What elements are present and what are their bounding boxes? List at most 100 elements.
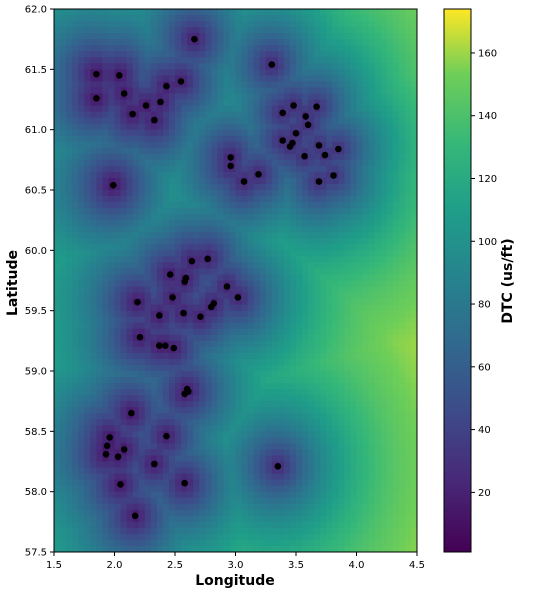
heatmap-cell bbox=[302, 232, 309, 239]
heatmap-cell bbox=[283, 165, 291, 173]
heatmap-cell bbox=[181, 202, 188, 209]
heatmap-cell bbox=[96, 352, 103, 360]
heatmap-cell bbox=[96, 322, 103, 330]
heatmap-cell bbox=[259, 467, 267, 475]
heatmap-cell bbox=[120, 177, 128, 185]
heatmap-cell bbox=[102, 117, 110, 125]
heatmap-cell bbox=[96, 503, 103, 511]
heatmap-cell bbox=[156, 286, 164, 294]
heatmap-cell bbox=[283, 93, 291, 101]
heatmap-cell bbox=[162, 473, 170, 481]
heatmap-cell bbox=[350, 419, 358, 426]
heatmap-cell bbox=[296, 220, 303, 227]
heatmap-cell bbox=[271, 135, 279, 143]
heatmap-cell bbox=[162, 401, 170, 408]
heatmap-cell bbox=[265, 153, 273, 161]
heatmap-cell bbox=[380, 196, 388, 203]
heatmap-cell bbox=[380, 93, 388, 101]
heatmap-cell bbox=[156, 159, 164, 167]
heatmap-cell bbox=[102, 27, 110, 34]
heatmap-cell bbox=[332, 515, 339, 523]
heatmap-cell bbox=[253, 274, 261, 282]
heatmap-cell bbox=[205, 527, 212, 535]
heatmap-cell bbox=[265, 57, 273, 64]
heatmap-cell bbox=[356, 129, 364, 137]
heatmap-cell bbox=[308, 220, 315, 227]
heatmap-cell bbox=[326, 141, 333, 149]
heatmap-cell bbox=[66, 75, 73, 82]
heatmap-cell bbox=[187, 358, 194, 366]
heatmap-cell bbox=[66, 304, 73, 312]
heatmap-cell bbox=[259, 141, 267, 149]
heatmap-cell bbox=[168, 371, 176, 378]
heatmap-cell bbox=[229, 99, 237, 107]
heatmap-cell bbox=[356, 117, 364, 125]
heatmap-cell bbox=[78, 135, 85, 143]
heatmap-cell bbox=[187, 401, 194, 408]
heatmap-cell bbox=[277, 346, 285, 354]
heatmap-cell bbox=[193, 159, 200, 167]
heatmap-cell bbox=[253, 292, 261, 300]
heatmap-cell bbox=[187, 431, 194, 438]
heatmap-cell bbox=[350, 75, 358, 82]
heatmap-cell bbox=[211, 334, 218, 342]
heatmap-cell bbox=[54, 389, 61, 396]
heatmap-cell bbox=[60, 274, 67, 282]
heatmap-cell bbox=[380, 527, 388, 535]
heatmap-cell bbox=[338, 401, 345, 408]
heatmap-cell bbox=[150, 473, 158, 481]
heatmap-cell bbox=[132, 262, 140, 270]
heatmap-cell bbox=[60, 497, 67, 505]
heatmap-cell bbox=[175, 425, 182, 432]
heatmap-cell bbox=[302, 310, 309, 318]
heatmap-cell bbox=[84, 256, 91, 263]
heatmap-cell bbox=[289, 27, 297, 34]
heatmap-cell bbox=[175, 171, 182, 179]
heatmap-cell bbox=[54, 135, 61, 143]
heatmap-cell bbox=[247, 316, 255, 324]
heatmap-cell bbox=[120, 226, 128, 233]
heatmap-cell bbox=[320, 443, 327, 451]
heatmap-cell bbox=[187, 33, 194, 40]
heatmap-cell bbox=[265, 491, 273, 499]
heatmap-cell bbox=[296, 485, 303, 493]
heatmap-cell bbox=[247, 9, 255, 16]
heatmap-cell bbox=[162, 479, 170, 487]
heatmap-cell bbox=[84, 111, 91, 119]
heatmap-cell bbox=[156, 497, 164, 505]
heatmap-cell bbox=[302, 21, 309, 28]
heatmap-cell bbox=[78, 413, 85, 420]
heatmap-cell bbox=[386, 63, 394, 70]
heatmap-cell bbox=[217, 521, 224, 529]
heatmap-cell bbox=[350, 123, 358, 131]
heatmap-cell bbox=[90, 383, 97, 390]
heatmap-cell bbox=[253, 165, 261, 173]
heatmap-cell bbox=[205, 419, 212, 426]
heatmap-cell bbox=[60, 545, 67, 552]
heatmap-cell bbox=[175, 437, 182, 444]
heatmap-cell bbox=[356, 485, 364, 493]
heatmap-cell bbox=[168, 467, 176, 475]
heatmap-cell bbox=[54, 196, 61, 203]
heatmap-cell bbox=[223, 455, 231, 463]
heatmap-cell bbox=[144, 129, 152, 137]
heatmap-cell bbox=[211, 545, 218, 552]
heatmap-cell bbox=[168, 316, 176, 324]
heatmap-cell bbox=[332, 256, 339, 263]
heatmap-cell bbox=[253, 527, 261, 535]
heatmap-cell bbox=[332, 123, 339, 131]
heatmap-cell bbox=[338, 196, 345, 203]
heatmap-cell bbox=[102, 310, 110, 318]
heatmap-cell bbox=[187, 371, 194, 378]
heatmap-cell bbox=[138, 509, 146, 517]
heatmap-cell bbox=[54, 105, 61, 113]
heatmap-cell bbox=[187, 123, 194, 131]
heatmap-cell bbox=[199, 304, 206, 312]
heatmap-cell bbox=[320, 491, 327, 499]
heatmap-cell bbox=[235, 21, 243, 28]
heatmap-cell bbox=[138, 105, 146, 113]
heatmap-cell bbox=[162, 328, 170, 336]
heatmap-cell bbox=[114, 153, 122, 161]
heatmap-cell bbox=[332, 159, 339, 167]
heatmap-cell bbox=[332, 208, 339, 215]
